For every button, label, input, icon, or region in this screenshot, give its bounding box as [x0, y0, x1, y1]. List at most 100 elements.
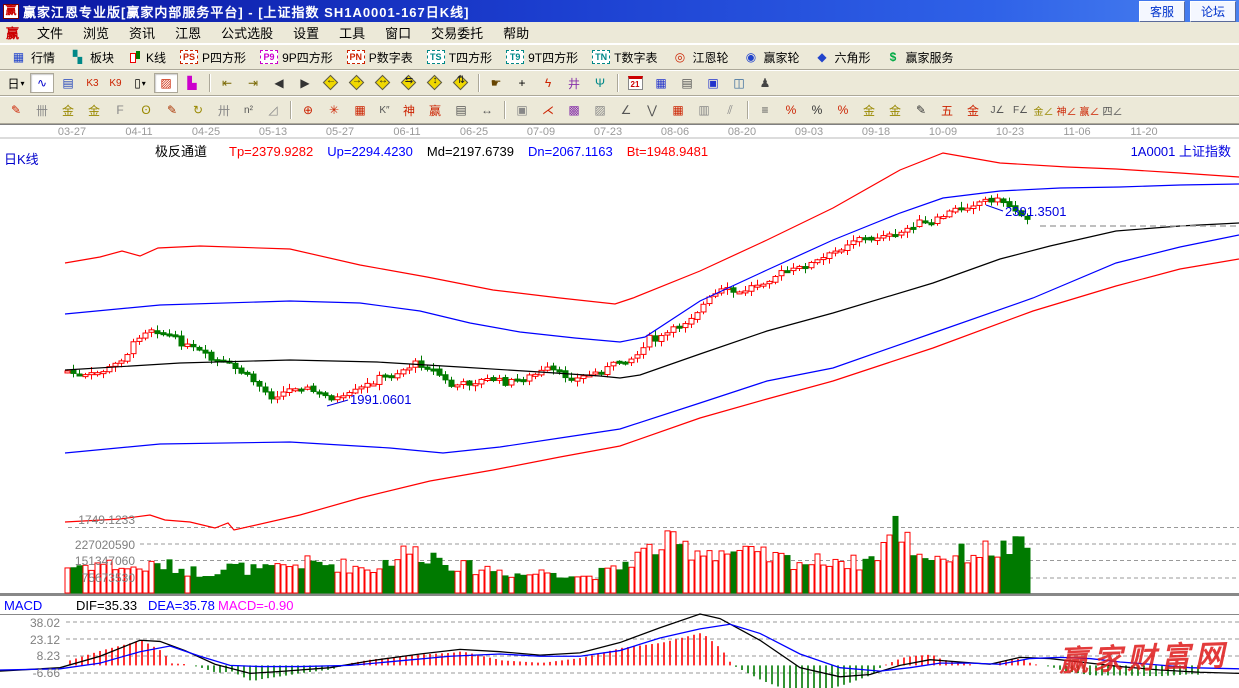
kline-button[interactable]: K线	[121, 47, 173, 68]
gold-lines-tool[interactable]: 金	[883, 100, 907, 120]
kline-chart-canvas[interactable]	[0, 125, 1239, 688]
f-comb-tool[interactable]: F	[108, 100, 132, 120]
trend-chart-icon[interactable]: ∿	[30, 73, 54, 93]
shen-comb-tool[interactable]: 神	[397, 100, 421, 120]
red-grid-tool[interactable]: ▦	[666, 100, 690, 120]
calculator-icon[interactable]: ▦	[649, 73, 673, 93]
last-bar-button[interactable]: ⇥	[241, 73, 265, 93]
k-quote-tool[interactable]: K″	[374, 100, 395, 120]
span-arrow-tool[interactable]: ↔	[475, 100, 499, 120]
t-number-table-button[interactable]: TN T数字表	[585, 47, 664, 68]
gann-grid-icon[interactable]: 井	[562, 73, 586, 93]
reversal-pattern-icon[interactable]: ▨	[154, 73, 178, 93]
seven-percent-tool[interactable]: %	[779, 100, 803, 120]
menu-item-窗口[interactable]: 窗口	[385, 26, 412, 41]
diamond-fit-button-arrow: ⇅	[456, 75, 466, 86]
next-bar-button[interactable]: ▶	[293, 73, 317, 93]
gold-red-tool[interactable]: 金	[961, 100, 985, 120]
t-square-button[interactable]: TS T四方形	[420, 47, 499, 68]
grid-diagonal-tool[interactable]: ▨	[588, 100, 612, 120]
bar-meter-tool[interactable]: ≡	[753, 100, 777, 120]
sectors-button[interactable]: ▚ 板块	[62, 47, 121, 68]
kline-3-icon[interactable]: K3	[82, 73, 103, 93]
gold-comb-tool-1[interactable]: 金	[56, 100, 80, 120]
percent-tool[interactable]: %	[805, 100, 829, 120]
four-angle-tool[interactable]: 四∠	[1102, 100, 1123, 120]
winner-wheel-button[interactable]: ◉ 赢家轮	[735, 47, 806, 68]
candle-style-dropdown[interactable]: ▯ ▾	[128, 73, 152, 93]
window-box-tool[interactable]: ▣	[510, 100, 534, 120]
menu-item-帮助[interactable]: 帮助	[503, 26, 530, 41]
five-lines-tool[interactable]: 五	[935, 100, 959, 120]
pen-square-tool[interactable]: ✎	[160, 100, 184, 120]
menu-item-浏览[interactable]: 浏览	[83, 26, 110, 41]
menu-item-江恩[interactable]: 江恩	[175, 26, 202, 41]
save-icon[interactable]: ▣	[701, 73, 725, 93]
9p-square-button[interactable]: P9 9P四方形	[253, 47, 340, 68]
user-tools-icon[interactable]: ♟	[753, 73, 777, 93]
j-angle-tool[interactable]: J∠	[987, 100, 1008, 120]
grid-target-tool[interactable]: ▦	[348, 100, 372, 120]
customer-service-button[interactable]: 客服	[1138, 0, 1185, 22]
p-number-table-button[interactable]: PN P数字表	[340, 47, 420, 68]
channel-value: Bt=1948.9481	[626, 144, 709, 159]
crosshair-icon[interactable]: +	[510, 73, 534, 93]
menu-item-公式选股[interactable]: 公式选股	[221, 26, 274, 41]
gold-angle-tool[interactable]: 金∠	[1033, 100, 1054, 120]
diamond-expand-button[interactable]: ↔	[371, 73, 395, 93]
hexagon-button[interactable]: ◆ 六角形	[807, 47, 878, 68]
ruler-123-tool[interactable]: ▤	[449, 100, 473, 120]
kline-9-icon[interactable]: K9	[105, 73, 126, 93]
calendar-icon[interactable]: 21	[623, 73, 647, 93]
first-bar-button[interactable]: ⇤	[215, 73, 239, 93]
f-angle-tool[interactable]: F∠	[1010, 100, 1031, 120]
period-day-dropdown[interactable]: 日 ▾	[4, 73, 28, 93]
triple-diagonal-tool[interactable]: ⫽	[718, 100, 742, 120]
p-square-button[interactable]: PS P四方形	[173, 47, 253, 68]
gold-circle-tool[interactable]: 金	[857, 100, 881, 120]
menu-item-设置[interactable]: 设置	[293, 26, 320, 41]
n-squared-tool[interactable]: n²	[238, 100, 259, 120]
spiral-tool[interactable]: ʘ	[134, 100, 158, 120]
color-bars-icon[interactable]: ▙	[180, 73, 204, 93]
quotes-button[interactable]: ▦ 行情	[3, 47, 62, 68]
grid2-tool[interactable]: ▥	[692, 100, 716, 120]
fan-rays-tool[interactable]: ⋌	[536, 100, 560, 120]
comb2-tool[interactable]: 卅	[212, 100, 236, 120]
explorer-icon[interactable]: ◫	[727, 73, 751, 93]
winner-service-button[interactable]: $ 赢家服务	[878, 47, 961, 68]
gold-comb-tool-2[interactable]: 金	[82, 100, 106, 120]
ying-comb-tool[interactable]: 赢	[423, 100, 447, 120]
angle-rays-tool[interactable]: ∠	[614, 100, 638, 120]
cycle-circle-tool[interactable]: ↻	[186, 100, 210, 120]
measure-icon[interactable]: ϟ	[536, 73, 560, 93]
target-cross-tool[interactable]: ⊕	[296, 100, 320, 120]
angle-sail-tool[interactable]: ◿	[261, 100, 285, 120]
diamond-right-button[interactable]: →	[345, 73, 369, 93]
star-burst-tool[interactable]: ✳	[322, 100, 346, 120]
diamond-compress-button[interactable]: ⇆	[397, 73, 421, 93]
diamond-up-down-button[interactable]: ↕	[423, 73, 447, 93]
prev-bar-button[interactable]: ◀	[267, 73, 291, 93]
check-rays-tool[interactable]: ⋁	[640, 100, 664, 120]
menu-item-交易委托[interactable]: 交易委托	[431, 26, 484, 41]
gann-wheel-button[interactable]: ◎ 江恩轮	[664, 47, 735, 68]
notes-icon[interactable]: ▤	[675, 73, 699, 93]
purple-grid-tool[interactable]: ▩	[562, 100, 586, 120]
forum-button[interactable]: 论坛	[1189, 0, 1236, 22]
ying-angle-tool[interactable]: 赢∠	[1079, 100, 1100, 120]
menu-item-工具[interactable]: 工具	[339, 26, 366, 41]
diamond-fit-button[interactable]: ⇅	[449, 73, 473, 93]
shen-angle-tool[interactable]: 神∠	[1056, 100, 1077, 120]
menu-item-文件[interactable]: 文件	[37, 26, 64, 41]
percent-lines-tool[interactable]: %	[831, 100, 855, 120]
ink-pen-tool[interactable]: ✎	[909, 100, 933, 120]
comb-tool[interactable]: 卌	[30, 100, 54, 120]
paint-pen-tool[interactable]: ✎	[4, 100, 28, 120]
diamond-left-button[interactable]: ←	[319, 73, 343, 93]
drag-hand-icon[interactable]: ☛	[484, 73, 508, 93]
analysis-icon[interactable]: Ψ	[588, 73, 612, 93]
info-panel-icon[interactable]: ▤	[56, 73, 80, 93]
menu-item-资讯[interactable]: 资讯	[129, 26, 156, 41]
9t-square-button[interactable]: T9 9T四方形	[499, 47, 585, 68]
